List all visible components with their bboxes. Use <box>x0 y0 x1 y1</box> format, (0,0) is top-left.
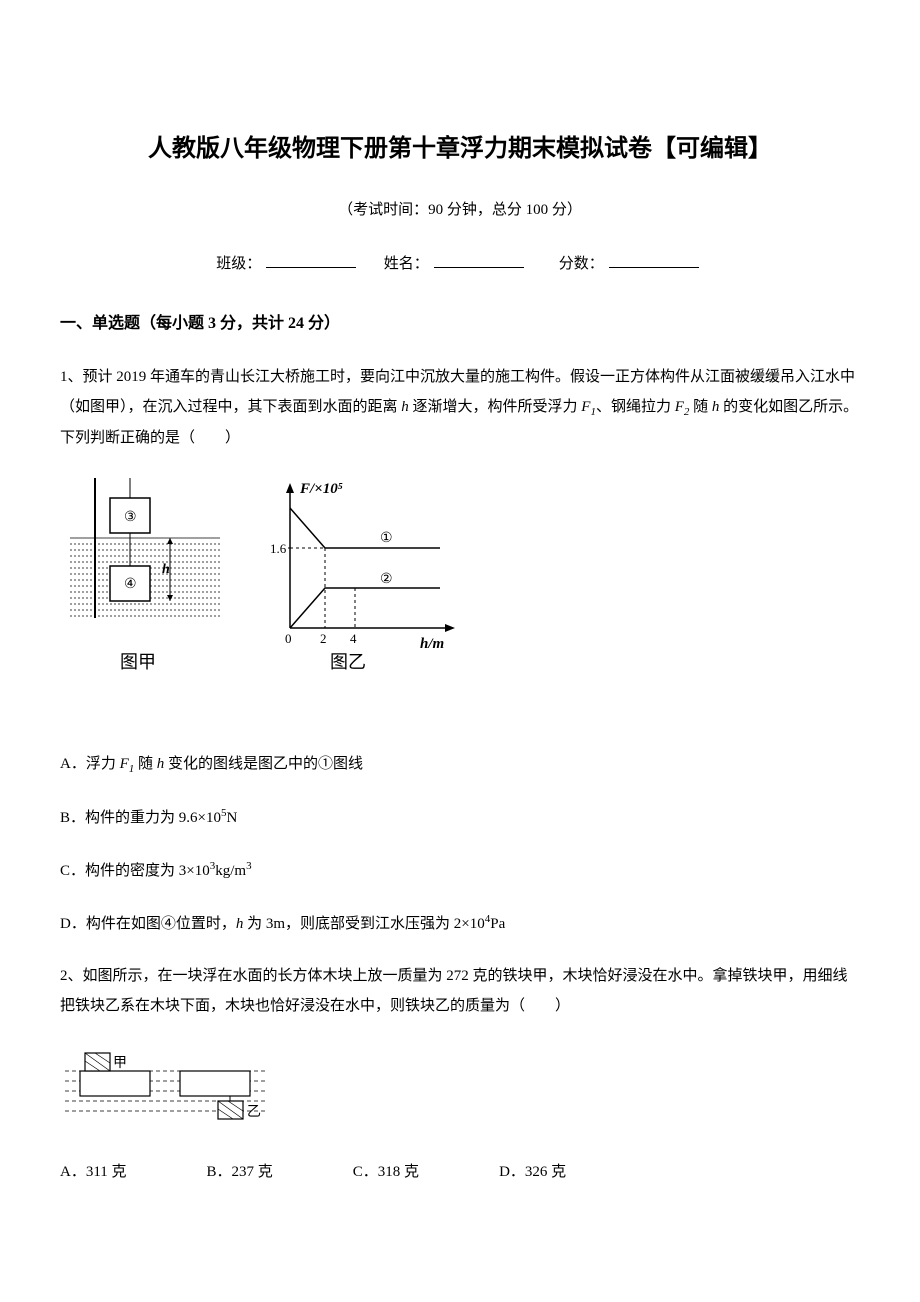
q1-option-c: C．构件的密度为 3×103kg/m3 <box>60 855 860 886</box>
q2-figure: 甲 乙 <box>60 1036 860 1137</box>
q1b-suffix: N <box>226 810 237 826</box>
yi-label: 乙 <box>247 1104 261 1120</box>
question-2: 2、如图所示，在一块浮在水面的长方体木块上放一质量为 272 克的铁块甲，木块恰… <box>60 961 860 1187</box>
q2-options: A．311 克 B．237 克 C．318 克 D．326 克 <box>60 1157 860 1187</box>
q1-figure: ③ <box>60 468 860 719</box>
score-label: 分数： <box>559 256 604 272</box>
fill-in-line: 班级： 姓名： 分数： <box>60 252 860 276</box>
svg-text:0: 0 <box>285 631 292 646</box>
q1a-mid: 随 <box>134 756 157 772</box>
q1-h1: h <box>401 399 409 415</box>
q1a-suffix: 变化的图线是图乙中的①图线 <box>164 756 363 772</box>
q1a-prefix: A．浮力 <box>60 756 120 772</box>
q1-p3: 、钢绳拉力 <box>596 399 675 415</box>
q1-p4: 随 <box>689 399 712 415</box>
exam-info: （考试时间：90 分钟，总分 100 分） <box>60 198 860 222</box>
svg-text:h/m: h/m <box>420 636 444 652</box>
class-blank <box>266 267 356 268</box>
q1a-f: F <box>120 756 129 772</box>
name-blank <box>434 267 524 268</box>
svg-text:2: 2 <box>320 631 327 646</box>
q2-option-c: C．318 克 <box>353 1157 419 1187</box>
q1-p2: 逐渐增大，构件所受浮力 <box>409 399 582 415</box>
q1c-prefix: C．构件的密度为 3×10 <box>60 863 210 879</box>
line1-label: ① <box>380 531 393 546</box>
q2-text: 如图所示，在一块浮在水面的长方体木块上放一质量为 272 克的铁块甲，木块恰好浸… <box>60 968 848 1014</box>
line2-label: ② <box>380 572 393 587</box>
q1-options: A．浮力 F1 随 h 变化的图线是图乙中的①图线 B．构件的重力为 9.6×1… <box>60 749 860 939</box>
q2-option-d: D．326 克 <box>499 1157 566 1187</box>
question-2-text: 2、如图所示，在一块浮在水面的长方体木块上放一质量为 272 克的铁块甲，木块恰… <box>60 961 860 1021</box>
svg-text:h: h <box>162 562 170 577</box>
box4-label: ④ <box>124 577 137 592</box>
figure-jia-label: 图甲 <box>120 652 156 672</box>
q1-figure-svg: ③ <box>60 468 480 708</box>
section-header: 一、单选题（每小题 3 分，共计 24 分） <box>60 311 860 337</box>
figure-yi-label: 图乙 <box>330 652 366 672</box>
name-label: 姓名： <box>384 256 429 272</box>
box3-label: ③ <box>124 510 137 525</box>
svg-text:1.6: 1.6 <box>270 541 287 556</box>
q1-number: 1、 <box>60 369 83 385</box>
q1d-prefix: D．构件在如图④位置时， <box>60 916 236 932</box>
q1d-suffix: Pa <box>490 916 505 932</box>
q2-number: 2、 <box>60 968 83 984</box>
jia-label: 甲 <box>113 1056 127 1071</box>
q1-option-d: D．构件在如图④位置时，h 为 3m，则底部受到江水压强为 2×104Pa <box>60 908 860 939</box>
q2-figure-svg: 甲 乙 <box>60 1036 280 1126</box>
question-1: 1、预计 2019 年通车的青山长江大桥施工时，要向江中沉放大量的施工构件。假设… <box>60 362 860 939</box>
q1c-sup2: 3 <box>246 860 252 872</box>
q1b-prefix: B．构件的重力为 9.6×10 <box>60 810 221 826</box>
question-1-text: 1、预计 2019 年通车的青山长江大桥施工时，要向江中沉放大量的施工构件。假设… <box>60 362 860 453</box>
class-label: 班级： <box>216 256 261 272</box>
q1-option-a: A．浮力 F1 随 h 变化的图线是图乙中的①图线 <box>60 749 860 780</box>
svg-text:4: 4 <box>350 631 357 646</box>
score-blank <box>609 267 699 268</box>
svg-text:F/×10⁵: F/×10⁵ <box>299 481 343 497</box>
q1d-mid: 为 3m，则底部受到江水压强为 2×10 <box>243 916 484 932</box>
q1-f2: F <box>675 399 684 415</box>
q1c-suffix: kg/m <box>215 863 246 879</box>
q2-option-b: B．237 克 <box>207 1157 273 1187</box>
q1-option-b: B．构件的重力为 9.6×105N <box>60 802 860 833</box>
page-title: 人教版八年级物理下册第十章浮力期末模拟试卷【可编辑】 <box>60 130 860 168</box>
q2-option-a: A．311 克 <box>60 1157 127 1187</box>
